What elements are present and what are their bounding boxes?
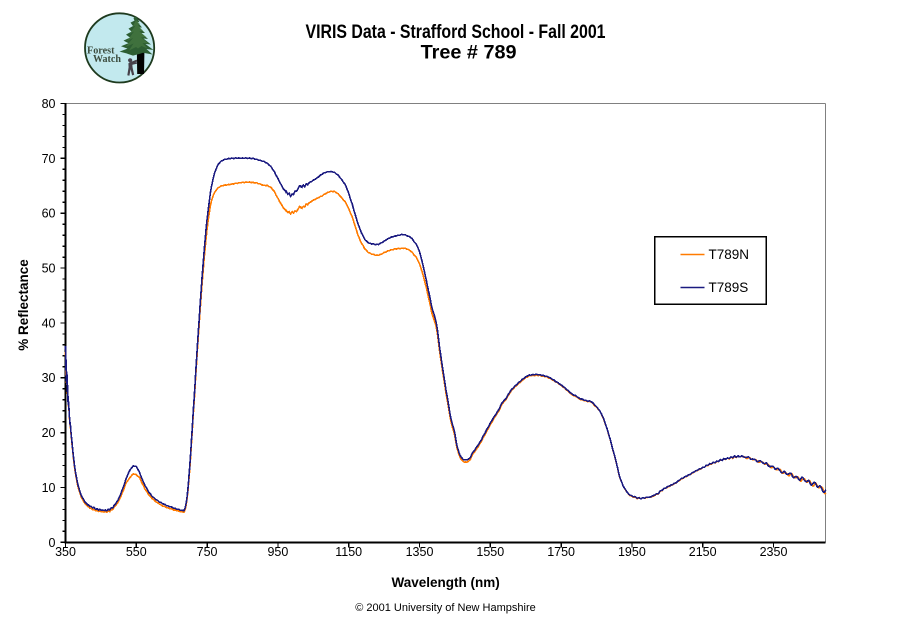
svg-text:350: 350 — [55, 545, 76, 559]
svg-text:© 2001 University of New Hamps: © 2001 University of New Hampshire — [355, 602, 536, 614]
svg-text:Wavelength (nm): Wavelength (nm) — [391, 575, 499, 590]
svg-text:30: 30 — [42, 371, 56, 385]
svg-text:2350: 2350 — [760, 545, 788, 559]
svg-text:80: 80 — [42, 97, 56, 111]
svg-text:950: 950 — [267, 545, 288, 559]
svg-text:1550: 1550 — [476, 545, 504, 559]
svg-text:0: 0 — [49, 536, 56, 550]
svg-text:1750: 1750 — [547, 545, 575, 559]
svg-text:10: 10 — [42, 481, 56, 495]
svg-text:40: 40 — [42, 316, 56, 330]
svg-text:60: 60 — [42, 207, 56, 221]
svg-text:50: 50 — [42, 262, 56, 276]
svg-text:Forest: Forest — [87, 45, 115, 57]
svg-text:T789N: T789N — [709, 247, 750, 262]
svg-text:750: 750 — [197, 545, 218, 559]
svg-text:Tree # 789: Tree # 789 — [421, 43, 517, 64]
svg-text:1950: 1950 — [618, 545, 646, 559]
svg-text:T789S: T789S — [709, 280, 749, 295]
svg-text:550: 550 — [126, 545, 147, 559]
svg-text:1350: 1350 — [406, 545, 434, 559]
svg-text:2150: 2150 — [689, 545, 717, 559]
svg-text:1150: 1150 — [335, 545, 362, 559]
svg-text:Watch: Watch — [93, 53, 121, 65]
svg-text:20: 20 — [42, 426, 56, 440]
svg-text:VIRIS Data - Strafford School: VIRIS Data - Strafford School - Fall 200… — [306, 22, 606, 43]
svg-text:70: 70 — [42, 152, 56, 166]
svg-text:% Reflectance: % Reflectance — [16, 259, 31, 351]
